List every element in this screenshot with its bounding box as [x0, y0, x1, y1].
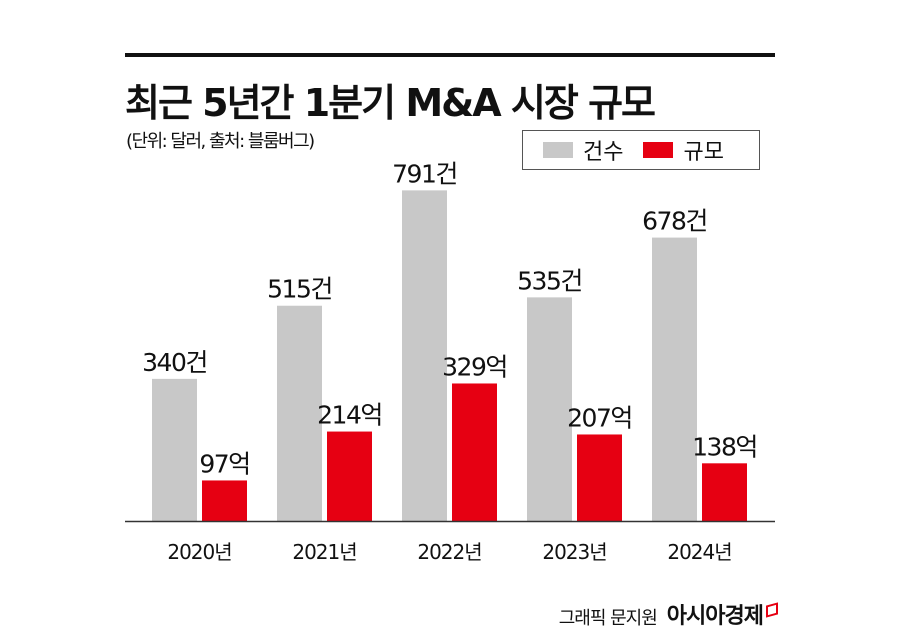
- top-rule: [125, 53, 775, 57]
- bar-count: [152, 378, 197, 521]
- x-tick-label: 2020년: [167, 540, 231, 564]
- x-tick-label: 2021년: [292, 540, 356, 564]
- bar-count: [402, 190, 447, 521]
- brand-logo: 아시아경제: [666, 604, 764, 629]
- bar-size: [702, 463, 747, 521]
- brand-mark-icon: [766, 602, 778, 618]
- data-label: 214억: [317, 401, 382, 430]
- data-label: 207억: [567, 403, 632, 432]
- data-label: 791건: [392, 159, 457, 188]
- data-label: 678건: [642, 207, 707, 236]
- legend: 건수 규모: [522, 130, 760, 170]
- legend-label-count: 건수: [583, 140, 624, 165]
- x-tick-label: 2023년: [542, 540, 606, 564]
- bar-size: [202, 480, 247, 521]
- data-label: 515건: [267, 275, 332, 304]
- chart-subtitle: (단위: 달러, 출처: 블룸버그): [126, 131, 315, 152]
- graphic-credit: 그래픽 문지원: [558, 608, 658, 629]
- x-tick-label: 2022년: [417, 540, 481, 564]
- bar-size: [327, 431, 372, 521]
- chart-title: 최근 5년간 1분기 M&A 시장 규모: [125, 81, 656, 125]
- x-tick-label: 2024년: [667, 540, 731, 564]
- footer: 그래픽 문지원 아시아경제: [559, 598, 778, 630]
- legend-swatch-count: [543, 142, 573, 158]
- data-label: 535건: [517, 266, 582, 295]
- bar-size: [452, 383, 497, 521]
- data-label: 97억: [199, 449, 249, 478]
- bar-count: [652, 237, 697, 521]
- legend-swatch-size: [643, 142, 674, 158]
- bar-count: [527, 297, 572, 521]
- legend-label-size: 규모: [683, 140, 724, 165]
- bar-count: [277, 305, 322, 521]
- bar-size: [577, 434, 622, 521]
- data-label: 340건: [142, 348, 207, 377]
- data-label: 138억: [692, 432, 757, 461]
- data-label: 329억: [442, 352, 507, 381]
